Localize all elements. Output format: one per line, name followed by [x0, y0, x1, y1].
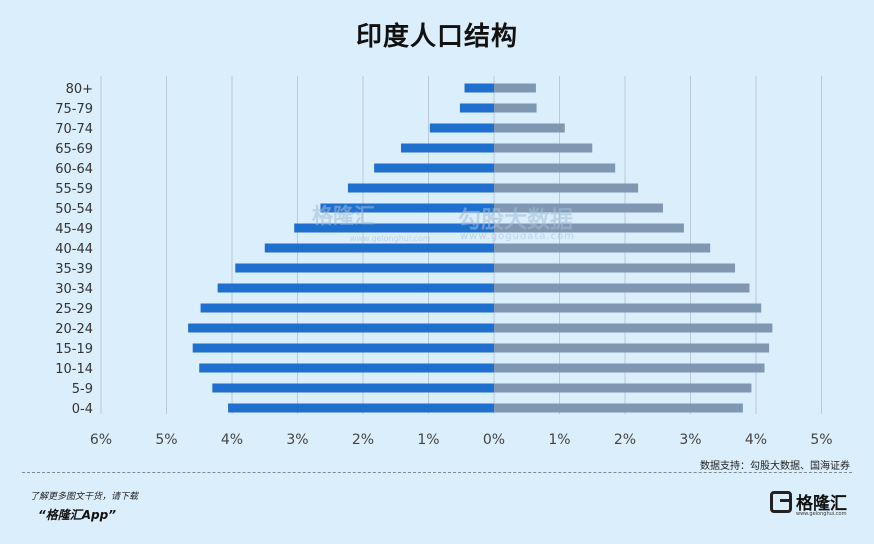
logo-url: www.gelonghui.com [796, 511, 847, 517]
x-tick-label: 4% [221, 432, 243, 448]
bar-left [200, 303, 494, 313]
bar-left [235, 263, 494, 273]
bar-right [494, 403, 743, 413]
bar-left [400, 143, 494, 153]
y-category-label: 15-19 [55, 342, 93, 357]
bar-right [494, 283, 750, 293]
population-pyramid-chart: 80+ 75-79 70-74 65-69 60-64 55-59 50-54 45-49 40… [55, 76, 833, 448]
y-category-label: 10-14 [55, 362, 93, 377]
y-category-label: 80+ [66, 82, 93, 97]
bar-left [374, 163, 494, 173]
x-tick-label: 4% [745, 432, 767, 448]
bar-left [429, 123, 494, 133]
bars [188, 83, 773, 413]
y-category-label: 55-59 [55, 182, 93, 197]
y-category-label: 35-39 [55, 262, 93, 277]
chart-title: 印度人口结构 [355, 22, 518, 52]
bar-left [264, 243, 494, 253]
bar-left [347, 183, 494, 193]
y-category-label: 40-44 [55, 242, 93, 257]
bar-left [320, 203, 494, 213]
bar-right [494, 163, 616, 173]
bar-left [188, 323, 495, 333]
gelonghui-logo[interactable]: 格隆汇 www.gelonghui.com [770, 489, 850, 519]
bar-right [494, 203, 663, 213]
y-category-label: 60-64 [55, 162, 93, 177]
watermark-gogudata: 勾股大数据 [458, 207, 573, 233]
bar-right [494, 303, 762, 313]
x-tick-label: 3% [679, 432, 701, 448]
logo-text: 格隆汇 [796, 494, 847, 514]
bar-right [494, 123, 565, 133]
y-category-label: 20-24 [55, 322, 93, 337]
bar-right [494, 223, 684, 233]
bar-left [294, 223, 494, 233]
x-tick-label: 1% [417, 432, 439, 448]
watermark-gogudata-url: www.gogudata.com [460, 231, 576, 242]
y-category-label: 50-54 [55, 202, 93, 217]
logo-g-icon [770, 491, 792, 513]
bar-right [494, 383, 752, 393]
x-tick-label: 2% [352, 432, 374, 448]
bar-left [199, 363, 494, 373]
y-category-label: 30-34 [55, 282, 93, 297]
bar-left [464, 83, 494, 93]
bar-left [217, 283, 494, 293]
watermark-gelonghui: 格隆汇 [312, 204, 375, 228]
y-category-label: 25-29 [55, 302, 93, 317]
bar-right [494, 263, 736, 273]
footer-download-prompt: 了解更多图文干货，请下载 [30, 492, 139, 502]
y-category-label: 75-79 [55, 102, 93, 117]
x-tick-label: 6% [90, 432, 112, 448]
y-category-label: 70-74 [55, 122, 93, 137]
x-tick-label: 5% [155, 432, 177, 448]
bar-left [212, 383, 494, 393]
y-axis-labels: 80+ 75-79 70-74 65-69 60-64 55-59 50-54 45-49 40… [55, 82, 93, 417]
bar-left [459, 103, 494, 113]
x-tick-label: 0% [483, 432, 505, 448]
y-category-label: 65-69 [55, 142, 93, 157]
y-category-label: 45-49 [55, 222, 93, 237]
bar-left [192, 343, 494, 353]
data-source-note: 数据支持：勾股大数据、国海证券 [700, 461, 850, 472]
y-category-label: 0-4 [72, 402, 93, 417]
bar-right [494, 363, 765, 373]
bar-left [228, 403, 494, 413]
x-tick-label: 5% [810, 432, 832, 448]
bar-right [494, 143, 593, 153]
watermark-gelonghui-url: www.gelonghui.com [350, 234, 431, 243]
bar-right [494, 183, 639, 193]
bar-right [494, 243, 711, 253]
footer-divider [22, 472, 852, 473]
bar-right [494, 83, 536, 93]
bar-right [494, 343, 770, 353]
x-tick-label: 3% [286, 432, 308, 448]
bar-right [494, 323, 773, 333]
footer-app-name[interactable]: “格隆汇App” [38, 508, 116, 522]
bar-right [494, 103, 537, 113]
x-axis-labels: 6% 5% 4% 3% 2% 1% 0% 1% 2% 3% 4% 5% [90, 432, 833, 448]
x-tick-label: 2% [614, 432, 636, 448]
y-category-label: 5-9 [72, 382, 93, 397]
x-tick-label: 1% [548, 432, 570, 448]
